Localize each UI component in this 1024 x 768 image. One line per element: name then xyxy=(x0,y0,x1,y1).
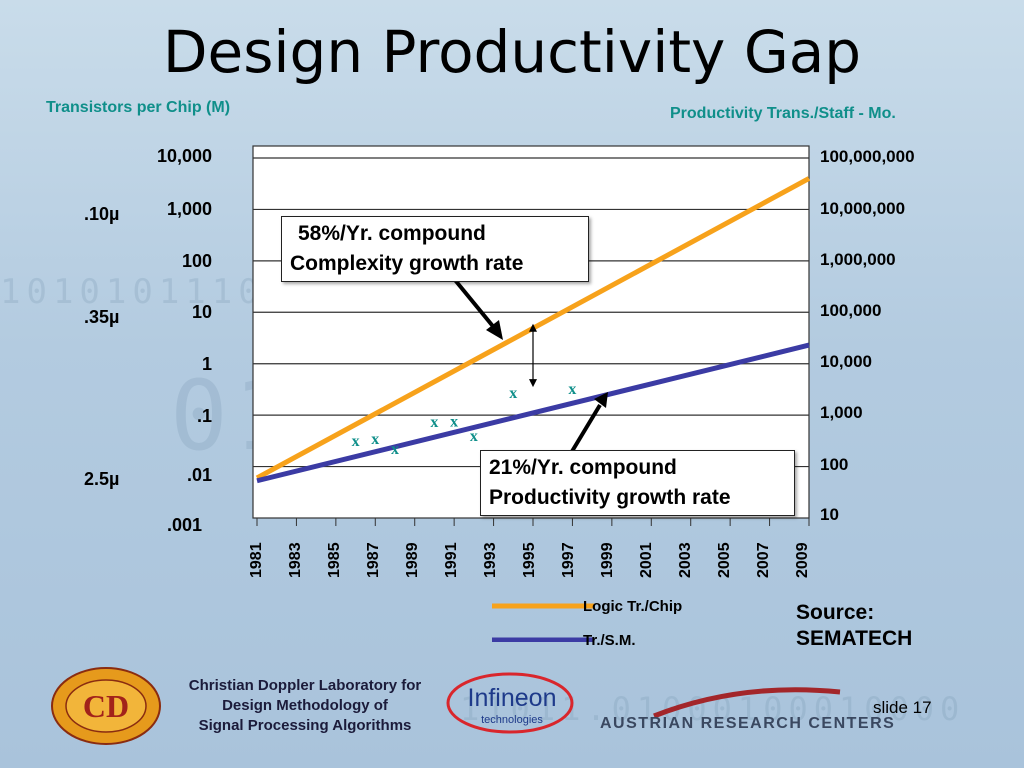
y-right-tick: 1,000,000 xyxy=(820,250,896,269)
source-line-2: SEMATECH xyxy=(796,627,913,650)
infineon-name: Infineon xyxy=(468,684,557,712)
x-marker: x xyxy=(430,414,438,431)
lab-line-3: Signal Processing Algorithms xyxy=(198,717,412,734)
background-binary-3: 11011.01000100010000 xyxy=(460,690,966,728)
callout-productivity: 21%/Yr. compound Productivity growth rat… xyxy=(480,450,795,516)
y-right-tick: 1,000 xyxy=(820,403,863,422)
lab-line-2: Design Methodology of xyxy=(222,697,388,714)
lab-line-1: Christian Doppler Laboratory for xyxy=(188,677,422,694)
legend-label-logic: Logic Tr./Chip xyxy=(583,598,683,615)
pointer-productivity-line xyxy=(566,403,602,460)
right-axis-title: Productivity Trans./Staff - Mo. xyxy=(670,105,896,122)
y-left-tick: .1 xyxy=(196,406,212,426)
infineon-sub: technologies xyxy=(481,714,543,726)
source-line-1: Source: xyxy=(796,601,875,624)
callout-complexity-line1: 58%/Yr. compound xyxy=(298,222,486,245)
pointer-productivity-head xyxy=(594,392,608,408)
left-axis-title: Transistors per Chip (M) xyxy=(46,99,231,116)
callout-complexity: 58%/Yr. compound Complexity growth rate xyxy=(281,216,589,282)
x-marker: x xyxy=(450,413,458,430)
arc-swoosh xyxy=(653,687,841,719)
y-left-tick: 1,000 xyxy=(166,199,212,219)
cd-logo: CD xyxy=(51,667,161,745)
x-marker: x xyxy=(391,441,399,458)
cd-logo-letters: CD xyxy=(83,688,129,724)
x-markers: x xxx xxx x xyxy=(352,381,577,458)
feature-size-label: .35µ xyxy=(84,307,120,327)
gap-arrow-head-top xyxy=(529,323,537,332)
y-left-tick: .001 xyxy=(166,515,202,535)
pointer-complexity-head xyxy=(486,320,503,340)
feature-size-label: .10µ xyxy=(84,204,120,224)
source-note: Source: SEMATECH xyxy=(796,600,912,652)
x-axis-ticks xyxy=(256,518,810,526)
feature-size-label: 2.5µ xyxy=(84,469,120,489)
y-right-tick: 10,000,000 xyxy=(820,199,906,218)
pointer-complexity-line xyxy=(453,278,498,332)
slide-number: slide 17 xyxy=(873,698,932,717)
x-marker: x xyxy=(371,431,379,448)
legend-swatches xyxy=(492,603,594,642)
y-right-tick: 10,000 xyxy=(820,352,872,371)
y-right-tick: 100 xyxy=(820,455,849,474)
lab-name: Christian Doppler Laboratory for Design … xyxy=(165,676,445,736)
callout-productivity-line1: 21%/Yr. compound xyxy=(489,456,677,479)
y-right-tick: 100,000 xyxy=(820,301,882,320)
callout-complexity-line2: Complexity growth rate xyxy=(290,252,524,275)
y-left-tick: 10 xyxy=(191,302,212,322)
gap-arrow xyxy=(529,323,537,388)
y-left-tick: 10,000 xyxy=(156,146,212,166)
y-left-tick: 100 xyxy=(181,251,212,271)
x-marker: x xyxy=(352,433,360,450)
infineon-logo: Infineon technologies xyxy=(446,672,574,734)
y-left-tick: 1 xyxy=(201,354,212,374)
austrian-research-centers: AUSTRIAN RESEARCH CENTERS xyxy=(600,715,896,732)
x-marker: x xyxy=(509,385,517,402)
x-marker: x xyxy=(470,428,478,445)
legend-label-trsm: Tr./S.M. xyxy=(583,632,636,649)
series-line-trsm xyxy=(256,342,810,484)
y-right-tick: 100,000,000 xyxy=(820,147,915,166)
callout-productivity-line2: Productivity growth rate xyxy=(489,486,731,509)
y-left-tick: .01 xyxy=(186,465,212,485)
page-title: Design Productivity Gap xyxy=(162,18,862,86)
gap-arrow-head-bottom xyxy=(529,379,537,388)
x-marker: x xyxy=(568,381,576,398)
callout-arrows xyxy=(453,278,608,460)
y-right-tick: 10 xyxy=(820,505,839,524)
